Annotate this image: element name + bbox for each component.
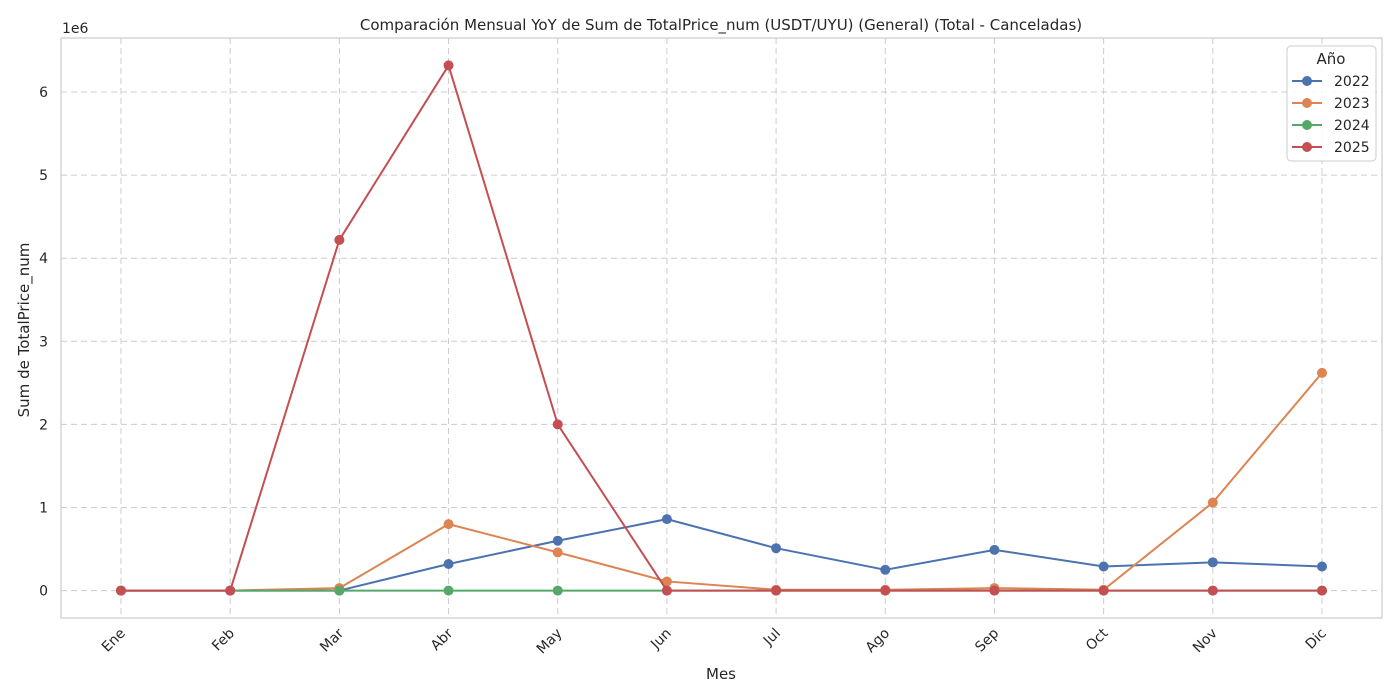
legend: Año 2022 2023 2024 2025 [1286,45,1377,162]
data-point [552,585,563,596]
x-tick-label: Dic [1303,626,1330,653]
data-point [334,585,345,596]
x-tick-label: Sep [972,625,1002,655]
x-tick-label: Jul [760,626,784,650]
data-point [1317,367,1327,378]
data-point [1317,561,1327,572]
series-line [121,372,1323,592]
series-2025 [116,60,1327,596]
data-point [880,585,891,596]
data-point [989,585,1000,596]
data-point [552,535,563,546]
data-point [552,419,563,430]
y-axis-label: Sum de TotalPrice_num [15,243,34,418]
legend-marker [1302,120,1312,130]
y-tick-labels: 0 1 2 3 4 5 6 [39,85,48,600]
data-point [552,547,563,558]
series-2023 [116,367,1327,596]
x-tick-label: Mar [317,625,347,655]
data-point [880,564,891,575]
x-tick-label: Oct [1083,625,1112,654]
data-point [661,514,672,525]
y-tick-label: 4 [39,251,48,267]
y-tick-label: 1 [39,500,48,516]
legend-item-2025: 2025 [1292,140,1370,156]
legend-item-2023: 2023 [1292,96,1370,112]
x-tick-label: Nov [1190,626,1221,657]
data-point [989,544,1000,555]
legend-marker [1302,98,1312,108]
legend-marker [1302,76,1312,86]
series-2022 [116,514,1327,596]
data-point [1207,585,1218,596]
data-point [661,576,672,587]
x-tick-label: Jun [647,626,674,653]
x-tick-labels: Ene Feb Mar Abr May Jun Jul Ago Sep Oct Nov Dic [99,625,1330,657]
data-point [443,519,454,530]
legend-label: 2023 [1334,96,1370,112]
grid [61,38,1382,618]
y-axis-offset-label: 1e6 [62,21,89,37]
x-tick-label: Ene [99,626,129,656]
series-layer [116,60,1327,596]
legend-items: 2022 2023 2024 2025 [1292,74,1370,156]
x-axis-label: Mes [706,665,736,683]
data-point [661,585,672,596]
data-point [116,585,126,596]
legend-marker [1302,142,1312,152]
legend-title: Año [1317,50,1346,68]
data-point [1317,585,1327,596]
legend-label: 2024 [1334,118,1370,134]
data-point [771,585,782,596]
data-point [771,543,782,554]
series-line [121,64,1322,592]
legend-label: 2022 [1334,74,1370,90]
legend-box [1286,45,1377,162]
data-point [443,585,454,596]
y-tick-label: 3 [39,334,48,350]
chart-title: Comparación Mensual YoY de Sum de TotalP… [360,16,1082,35]
legend-item-2022: 2022 [1292,74,1370,90]
series-line [121,518,1323,592]
data-point [1207,497,1218,508]
x-tick-label: Ago [863,626,893,656]
data-point [1098,585,1109,596]
x-tick-label: May [534,626,566,658]
y-tick-label: 2 [39,417,48,433]
data-point [1098,561,1109,572]
data-point [225,585,236,596]
data-point [334,234,345,245]
x-tick-label: Abr [428,625,457,654]
y-tick-label: 5 [39,168,48,184]
legend-label: 2025 [1334,140,1370,156]
y-tick-label: 0 [39,584,48,600]
x-tick-label: Feb [209,625,238,654]
y-tick-label: 6 [39,85,48,101]
data-point [443,60,454,71]
data-point [443,558,454,569]
plot-area-frame [60,37,1383,619]
legend-item-2024: 2024 [1292,118,1370,134]
data-point [1207,557,1218,568]
